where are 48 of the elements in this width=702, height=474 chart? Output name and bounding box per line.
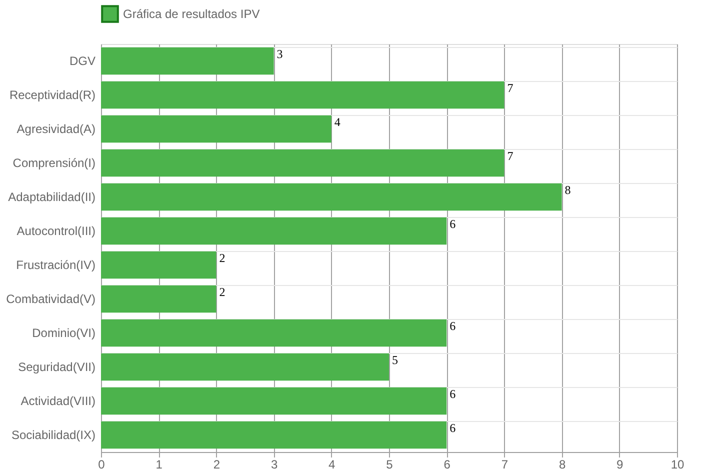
x-tick-label: 7	[501, 458, 508, 472]
data-label: 6	[450, 319, 456, 333]
y-tick-label: Frustración(IV)	[16, 258, 96, 272]
data-label: 5	[392, 353, 398, 367]
x-tick-label: 4	[328, 458, 336, 472]
bar	[101, 353, 389, 381]
x-tick-label: 3	[270, 458, 278, 472]
y-tick-label: DGV	[69, 54, 96, 68]
y-tick-label: Agresividad(A)	[16, 122, 96, 136]
data-label: 2	[219, 285, 226, 299]
legend-label: Gráfica de resultados IPV	[123, 7, 260, 21]
data-label: 2	[219, 251, 226, 265]
x-tick-label: 1	[156, 458, 163, 472]
y-tick-label: Sociabilidad(IX)	[11, 428, 96, 442]
x-tick-label: 8	[558, 458, 566, 472]
y-tick-label: Actividad(VIII)	[20, 394, 96, 408]
data-label: 7	[507, 81, 514, 95]
bar	[101, 47, 274, 75]
y-tick-label: Combatividad(V)	[6, 292, 96, 306]
y-tick-label: Adaptabilidad(II)	[8, 190, 96, 204]
x-tick-label: 5	[386, 458, 394, 472]
y-tick-label: Receptividad(R)	[9, 88, 96, 102]
bar	[101, 251, 216, 279]
data-label: 7	[507, 149, 514, 163]
data-label: 6	[450, 387, 456, 401]
bar	[101, 183, 562, 211]
y-tick-label: Comprensión(I)	[12, 156, 96, 170]
bar	[101, 285, 216, 313]
bar	[101, 421, 447, 449]
data-label: 3	[276, 47, 283, 61]
y-tick-label: Seguridad(VII)	[18, 360, 96, 374]
x-tick-label: 10	[670, 458, 684, 472]
y-tick-label: Dominio(VI)	[32, 326, 96, 340]
bar	[101, 81, 504, 109]
x-tick-label: 2	[213, 458, 220, 472]
bar	[101, 387, 447, 415]
bar	[101, 319, 447, 347]
x-tick-label: 0	[98, 458, 106, 472]
data-label: 6	[450, 217, 456, 231]
data-label: 6	[450, 421, 456, 435]
bar	[101, 149, 504, 177]
x-tick-label: 9	[616, 458, 624, 472]
bar	[101, 217, 447, 245]
bar	[101, 115, 332, 143]
y-tick-label: Autocontrol(III)	[16, 224, 96, 238]
data-label: 8	[564, 183, 571, 197]
data-label: 4	[334, 115, 340, 129]
x-tick-label: 6	[444, 458, 451, 472]
